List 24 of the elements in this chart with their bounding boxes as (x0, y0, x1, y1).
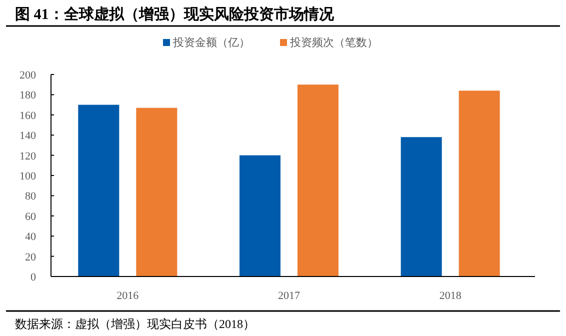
x-tick-label: 2018 (439, 290, 462, 302)
x-tick-label: 2016 (116, 290, 140, 302)
y-tick-label: 160 (20, 110, 36, 122)
legend-label: 投资金额（亿） (172, 36, 250, 49)
y-tick-label: 0 (30, 272, 36, 284)
bar (78, 104, 120, 276)
legend-label: 投资频次（笔数） (289, 37, 378, 49)
bar (136, 108, 178, 276)
bar (298, 84, 338, 276)
y-tick-label: 60 (25, 210, 36, 223)
y-tick-label: 200 (20, 70, 36, 82)
bar (400, 137, 442, 276)
x-tick-label: 2017 (278, 290, 300, 302)
y-tick-label: 20 (25, 251, 36, 264)
bar (240, 155, 280, 276)
y-tick-label: 40 (25, 231, 36, 244)
bar (458, 90, 500, 276)
chart-title: 图 41：全球虚拟（增强）现实风险投资市场情况 (15, 5, 335, 23)
source-note: 数据来源：虚拟（增强）现实白皮书（2018） (15, 317, 255, 331)
y-tick-label: 100 (20, 170, 36, 182)
y-tick-label: 80 (25, 190, 36, 203)
y-tick-label: 180 (20, 90, 36, 102)
y-tick-label: 140 (20, 130, 36, 142)
y-tick-label: 120 (20, 150, 36, 162)
